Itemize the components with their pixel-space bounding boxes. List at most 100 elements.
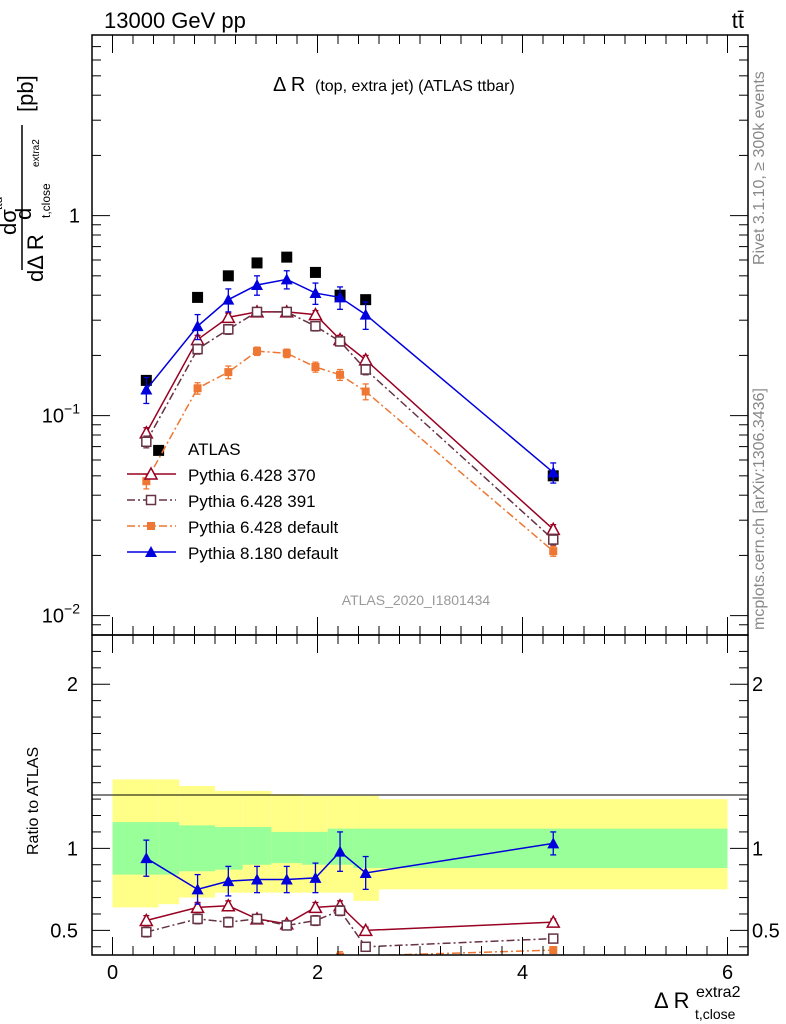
xlabel-main: Δ R (654, 988, 689, 1013)
ratio-series-3-point-1 (191, 883, 204, 895)
main-title-sub: (top, extra jet) (ATLAS ttbar) (315, 78, 515, 95)
main-series-2-point-5 (310, 320, 321, 332)
main-title-main: Δ R (273, 74, 305, 96)
main-series-4-point-5 (309, 287, 322, 299)
band-inner-1 (158, 822, 180, 875)
legend-label-2: Pythia 6.428 391 (188, 492, 316, 511)
xtick-label-3: 6 (722, 962, 733, 984)
ratio-ticks: 0.5 0.5 1 1 2 2 0 2 4 6 (50, 635, 780, 984)
main-series (139, 251, 561, 557)
main-series-4-point-3 (251, 278, 264, 290)
mcplots-label: mcplots.cern.ch [arXiv:1306.3436] (751, 388, 768, 630)
band-inner-6 (302, 831, 328, 865)
ratio-series-1-point-5 (310, 915, 321, 926)
ratio-ytick-label-left-0: 0.5 (50, 920, 78, 942)
ratio-series-2-point-0 (336, 952, 345, 955)
ratio-series-0-line (146, 904, 554, 932)
ratio-series-2-line (368, 949, 554, 955)
main-series-0-point-4 (251, 257, 263, 269)
main-title: Δ R (top, extra jet) (ATLAS ttbar) (273, 74, 515, 96)
ratio-series-3-point-2 (222, 875, 235, 887)
main-series-0-point-3 (222, 270, 234, 282)
ylabel-numerator-sup: ttd (0, 197, 5, 210)
main-series-4-point-1 (191, 320, 204, 332)
band-inner-3 (215, 827, 243, 870)
ratio-series-1-point-0 (141, 926, 152, 938)
ratio-series-1-point-7 (360, 941, 371, 953)
main-series-1-point-2 (221, 309, 236, 324)
main-series-3-point-0 (142, 477, 151, 486)
xtick-label-2: 4 (517, 962, 528, 984)
ratio-series-1-point-8 (548, 933, 559, 944)
main-series-4-point-2 (222, 293, 235, 305)
main-ytick-label-0: 10−2 (42, 601, 80, 628)
main-series-2-point-7 (360, 364, 371, 375)
ratio-series-3-point-7 (359, 866, 372, 878)
main-ticks: 10−2 10−1 1 (42, 34, 748, 636)
main-series-3-point-3 (253, 347, 262, 356)
ratio-ytick-label-right-2: 2 (752, 674, 763, 696)
legend-item-1: Pythia 6.428 370 (127, 466, 316, 485)
legend: ATLAS Pythia 6.428 370 Pythia 6.428 391 Pyt… (127, 440, 339, 563)
ylabel-unit: [pb] (13, 75, 38, 112)
rivet-label: Rivet 3.1.10, ≥ 300k events (751, 71, 768, 265)
main-series-3-point-6 (336, 370, 345, 379)
main-series-4-point-7 (359, 308, 372, 320)
ratio-series-3-point-5 (309, 871, 322, 883)
main-ytick-label-2: 1 (69, 206, 80, 228)
main-series-2-point-3 (251, 306, 263, 318)
ratio-series-1-point-3 (251, 913, 263, 925)
ratio-series-3-point-8 (547, 837, 560, 849)
ylabel-numerator: dσ (0, 209, 21, 235)
xlabel-sub: t,close (695, 1006, 736, 1022)
legend-label-0: ATLAS (188, 440, 241, 459)
main-series-0-point-6 (309, 266, 321, 278)
legend-item-2: Pythia 6.428 391 (127, 492, 316, 511)
ratio-series-1-point-4 (281, 920, 292, 931)
main-series-4-point-0 (140, 383, 153, 395)
ratio-ytick-label-left-1: 1 (67, 838, 78, 860)
band-inner-5 (271, 831, 303, 864)
main-series-4-point-6 (334, 291, 347, 303)
ratio-series-1 (141, 905, 559, 953)
ratio-series-0 (139, 898, 561, 937)
ratio-series-3-point-0 (140, 852, 153, 864)
legend-item-0: ATLAS (188, 440, 241, 459)
main-series-2-point-2 (223, 324, 234, 335)
ratio-ylabel: Ratio to ATLAS (25, 747, 42, 855)
main-series-4 (140, 270, 560, 484)
main-series-3-point-7 (361, 387, 370, 396)
watermark: ATLAS_2020_I1801434 (342, 592, 491, 608)
ylabel-d: d (11, 208, 36, 220)
ratio-series-1-point-6 (334, 905, 346, 916)
legend-marker-1 (143, 466, 159, 480)
legend-item-4: Pythia 8.180 default (127, 544, 339, 563)
legend-item-3: Pythia 6.428 default (127, 518, 339, 537)
ratio-series-0-point-7 (358, 922, 373, 937)
main-series-3-line (145, 350, 554, 552)
main-series-0-point-5 (281, 251, 293, 263)
band-inner-2 (179, 825, 215, 872)
band-inner-4 (242, 827, 272, 865)
ylabel-denominator-sup: extra2 (31, 139, 42, 167)
legend-label-4: Pythia 8.180 default (188, 544, 339, 563)
main-series-0-point-2 (192, 291, 204, 303)
ratio-series-3-point-3 (251, 873, 264, 885)
xtick-label-1: 2 (312, 962, 323, 984)
ratio-xlabel: Δ R extra2 t,close (654, 984, 741, 1022)
main-ylabel: d dσ ttd dΔ R t,close extra2 [pb] (0, 75, 53, 282)
main-ytick-label-1: 10−1 (42, 401, 80, 428)
main-series-3-point-8 (549, 547, 558, 556)
ratio-series-3 (140, 831, 560, 905)
main-series-1-point-7 (358, 352, 373, 366)
main-series-3-point-1 (193, 384, 202, 393)
main-panel: 10−2 10−1 1 Δ R (top, extra jet) (ATLAS tt… (42, 34, 749, 636)
ratio-series (139, 831, 561, 955)
main-series-2-point-4 (281, 306, 292, 318)
ratio-series-1-point-2 (223, 916, 234, 928)
ratio-series-0-point-1 (190, 899, 205, 914)
energy-label: 13000 GeV pp (104, 8, 246, 33)
main-series-2-point-8 (548, 534, 559, 545)
ratio-series-1-line (146, 909, 554, 948)
ratio-series-2 (336, 946, 558, 955)
